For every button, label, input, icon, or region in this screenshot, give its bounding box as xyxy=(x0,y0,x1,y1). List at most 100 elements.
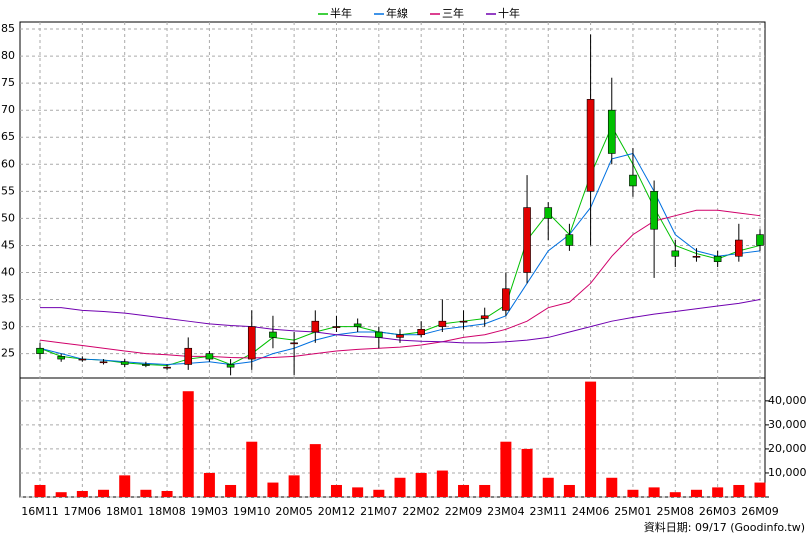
y-tick-label: 70 xyxy=(1,103,15,116)
y-tick-label: 35 xyxy=(1,293,15,306)
y-tick-label: 85 xyxy=(1,22,15,35)
candle-body xyxy=(290,342,298,345)
legend-label: 三年 xyxy=(442,6,464,20)
volume-bar xyxy=(373,489,385,497)
x-tick-label: 25M08 xyxy=(657,505,695,518)
y-tick-label: 80 xyxy=(1,49,15,62)
volume-bar xyxy=(225,484,237,497)
y-tick-label: 40 xyxy=(1,265,15,278)
volume-bar xyxy=(246,441,258,497)
volume-bar xyxy=(140,489,152,497)
x-tick-label: 19M10 xyxy=(233,505,271,518)
candle-body xyxy=(375,331,383,338)
candle-body xyxy=(629,174,637,187)
x-tick-label: 24M06 xyxy=(572,505,610,518)
candle-body xyxy=(692,255,701,258)
candle-body xyxy=(57,356,65,360)
candle-body xyxy=(353,323,362,327)
candle-body xyxy=(459,320,468,323)
y2-tick-label: 40,000 xyxy=(768,394,807,407)
candle-body xyxy=(523,207,531,273)
volume-bar xyxy=(648,487,660,497)
volume-bar xyxy=(55,492,67,497)
y2-tick-label: 10,000 xyxy=(768,466,807,479)
y2-tick-label: 20,000 xyxy=(768,442,807,455)
volume-bar xyxy=(712,487,724,497)
candle-body xyxy=(99,361,108,364)
volume-bar xyxy=(330,484,342,497)
x-tick-label: 21M07 xyxy=(360,505,398,518)
legend-label: 年線 xyxy=(386,6,408,20)
volume-bar xyxy=(606,477,618,497)
volume-bar xyxy=(479,484,491,497)
volume-bar xyxy=(585,381,597,497)
legend-label: 十年 xyxy=(498,6,520,20)
y-tick-label: 65 xyxy=(1,130,15,143)
candle-body xyxy=(311,320,320,333)
candle-body xyxy=(142,364,150,366)
candle-body xyxy=(120,361,129,365)
y-tick-label: 60 xyxy=(1,157,15,170)
x-tick-label: 26M03 xyxy=(699,505,737,518)
x-tick-label: 25M01 xyxy=(614,505,652,518)
volume-bar xyxy=(415,472,427,497)
candle-body xyxy=(607,109,616,154)
x-tick-label: 17M06 xyxy=(64,505,102,518)
volume-bar xyxy=(436,470,448,497)
y-tick-label: 30 xyxy=(1,320,15,333)
candle-body xyxy=(163,366,171,369)
volume-bar xyxy=(267,482,279,497)
volume-bar xyxy=(309,444,321,497)
volume-bar xyxy=(627,489,639,497)
y-tick-label: 50 xyxy=(1,211,15,224)
x-tick-label: 26M09 xyxy=(741,505,779,518)
volume-bar xyxy=(161,490,173,497)
volume-bar xyxy=(754,482,766,497)
volume-bar xyxy=(563,484,575,497)
candle-body xyxy=(184,347,193,365)
volume-bar xyxy=(203,472,215,497)
legend-label: 半年 xyxy=(330,6,352,20)
candle-body xyxy=(713,255,722,262)
x-tick-label: 18M01 xyxy=(106,505,144,518)
candle-body xyxy=(396,334,404,338)
x-tick-label: 22M02 xyxy=(402,505,440,518)
ma-line xyxy=(39,209,761,359)
x-tick-label: 23M11 xyxy=(529,505,567,518)
y-tick-label: 45 xyxy=(1,238,15,251)
x-tick-label: 19M03 xyxy=(191,505,229,518)
volume-bar xyxy=(733,484,745,497)
candle-body xyxy=(671,250,680,257)
volume-bar xyxy=(288,475,300,497)
volume-bar xyxy=(542,477,554,497)
volume-bar xyxy=(182,391,194,497)
candle-body xyxy=(332,326,341,328)
candle-body xyxy=(247,326,256,360)
volume-bar xyxy=(98,489,110,497)
candle-body xyxy=(438,320,447,327)
candle-body xyxy=(269,331,277,338)
volume-bar xyxy=(34,484,46,497)
volume-bar xyxy=(394,477,406,497)
volume-bar xyxy=(500,441,512,497)
volume-bar xyxy=(669,492,681,497)
candle-body xyxy=(480,315,489,319)
candle-body xyxy=(544,207,553,219)
y-tick-label: 25 xyxy=(1,347,15,360)
candle-body xyxy=(36,347,44,354)
plot-frame xyxy=(19,21,766,498)
volume-bar xyxy=(690,489,702,497)
candle-body xyxy=(78,358,87,361)
y2-tick-label: 30,000 xyxy=(768,418,807,431)
candle-body xyxy=(417,329,425,336)
volume-bar xyxy=(119,475,131,497)
candle-body xyxy=(650,191,658,230)
y-tick-label: 75 xyxy=(1,76,15,89)
candle-body xyxy=(565,234,574,246)
candle-body xyxy=(205,353,214,360)
y-tick-label: 55 xyxy=(1,184,15,197)
volume-bar xyxy=(352,487,364,497)
candle-body xyxy=(756,234,764,246)
volume-bar xyxy=(521,448,533,497)
